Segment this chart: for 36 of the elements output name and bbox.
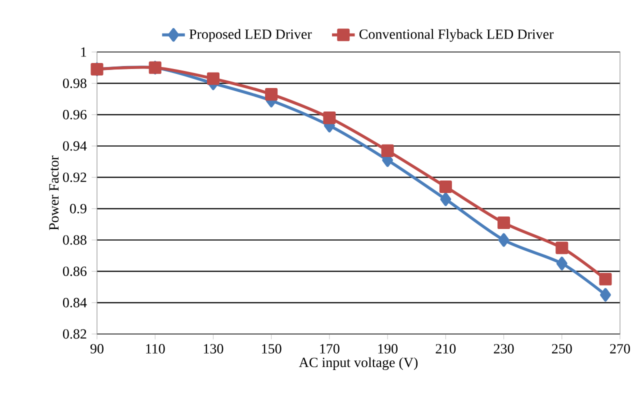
point: [381, 144, 394, 157]
y-tick-label: 0.9: [70, 204, 86, 214]
y-tick-label: 0.94: [62, 141, 87, 151]
x-tick-label: 130: [204, 344, 224, 354]
point: [556, 256, 568, 270]
y-tick-label: 0.82: [62, 329, 86, 339]
point: [440, 192, 452, 206]
x-tick-label: 190: [378, 344, 398, 354]
y-tick-label: 1: [81, 47, 86, 57]
legend-label: Proposed LED Driver: [189, 29, 312, 42]
x-tick-label: 210: [436, 344, 456, 354]
y-axis-title: Power Factor: [49, 156, 59, 230]
point: [323, 112, 336, 124]
point: [556, 242, 568, 254]
point: [265, 88, 278, 101]
x-tick-label: 110: [146, 344, 165, 354]
point: [498, 233, 510, 247]
point: [439, 180, 452, 194]
y-tick-label: 0.92: [62, 172, 86, 182]
x-tick-label: 170: [320, 344, 340, 354]
point: [206, 72, 220, 85]
y-tick-label: 0.96: [62, 110, 87, 120]
point: [600, 288, 611, 302]
y-tick-label: 0.86: [62, 266, 87, 276]
x-tick-label: 90: [90, 344, 104, 354]
x-tick-label: 150: [262, 344, 282, 354]
x-tick-label: 250: [552, 344, 572, 354]
y-tick-label: 0.98: [62, 78, 86, 88]
x-axis-title: AC input voltage (V): [298, 357, 418, 370]
y-tick-label: 0.84: [62, 298, 87, 308]
point: [498, 216, 510, 230]
y-tick-label: 0.88: [62, 235, 86, 245]
x-tick-label: 230: [494, 344, 514, 354]
x-tick-label: 270: [610, 344, 630, 354]
legend-label: Conventional Flyback LED Driver: [359, 29, 554, 42]
point: [599, 272, 612, 286]
